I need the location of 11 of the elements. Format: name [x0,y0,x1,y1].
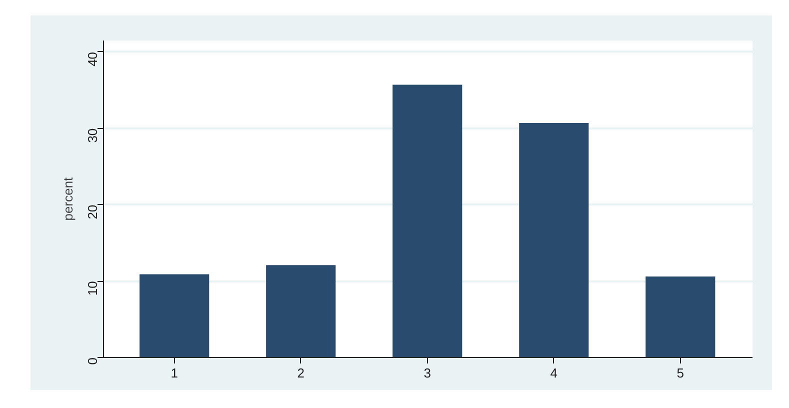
x-tick-label: 2 [297,366,304,380]
y-tick-label: 10 [85,281,100,296]
x-tick-label: 1 [170,366,178,380]
y-axis-title: percent [60,176,76,221]
y-tick-label: 30 [85,128,100,143]
x-tick-label: 5 [676,366,684,380]
y-tick-label: 40 [85,52,100,66]
y-tick-label: 20 [85,204,100,220]
x-tick-label: 4 [550,366,558,380]
y-tick-label: 0 [85,357,100,365]
x-tick-label: 3 [424,366,431,380]
